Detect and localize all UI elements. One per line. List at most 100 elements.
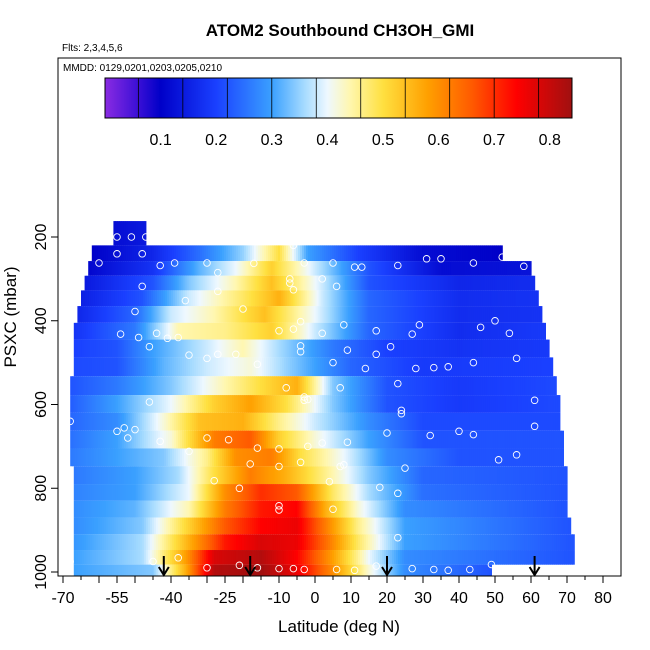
heatmap-cell bbox=[107, 550, 111, 565]
heatmap-cell bbox=[210, 261, 214, 276]
heatmap-cell bbox=[370, 275, 374, 291]
heatmap-cell bbox=[475, 448, 479, 467]
heatmap-cell bbox=[190, 430, 193, 449]
heatmap-cell bbox=[365, 306, 369, 323]
heatmap-cell bbox=[526, 261, 530, 276]
heatmap-cell bbox=[517, 466, 520, 485]
heatmap-cell bbox=[522, 534, 525, 551]
heatmap-cell bbox=[497, 500, 500, 518]
heatmap-cell bbox=[446, 534, 449, 551]
heatmap-cell bbox=[293, 500, 297, 518]
heatmap-cell bbox=[410, 550, 413, 565]
sample-point bbox=[131, 307, 139, 316]
heatmap-cell bbox=[361, 339, 364, 358]
heatmap-cell bbox=[280, 517, 283, 535]
heatmap-cell bbox=[190, 275, 194, 291]
heatmap-cell bbox=[470, 290, 473, 307]
heatmap-cell bbox=[130, 448, 133, 467]
heatmap-cell bbox=[151, 500, 155, 518]
heatmap-cell bbox=[448, 550, 451, 565]
heatmap-cell bbox=[519, 395, 523, 413]
heatmap-cell bbox=[285, 245, 289, 262]
heatmap-cell bbox=[487, 306, 491, 323]
heatmap-cell bbox=[171, 534, 175, 551]
heatmap-cell bbox=[146, 376, 149, 396]
heatmap-cell bbox=[370, 245, 373, 262]
heatmap-cell bbox=[203, 448, 207, 467]
heatmap-cell bbox=[475, 339, 478, 358]
heatmap-cell bbox=[445, 395, 449, 413]
heatmap-cell bbox=[405, 564, 409, 576]
heatmap-cell bbox=[462, 357, 466, 377]
heatmap-cell bbox=[497, 322, 501, 340]
heatmap-cell bbox=[143, 484, 147, 501]
heatmap-cell bbox=[436, 517, 439, 535]
heatmap-cell bbox=[249, 339, 253, 358]
heatmap-cell bbox=[261, 466, 265, 485]
heatmap-cell bbox=[220, 517, 223, 535]
heatmap-cell bbox=[310, 245, 313, 262]
heatmap-cell bbox=[433, 322, 437, 340]
heatmap-cell bbox=[344, 550, 347, 565]
heatmap-cell bbox=[161, 517, 165, 535]
heatmap-cell bbox=[516, 550, 519, 565]
heatmap-cell bbox=[362, 357, 365, 377]
heatmap-cell bbox=[382, 534, 385, 551]
heatmap-cell bbox=[433, 412, 437, 431]
heatmap-cell bbox=[416, 275, 420, 291]
flight-arrow bbox=[381, 556, 393, 577]
heatmap-cell bbox=[213, 448, 217, 467]
heatmap-cell bbox=[425, 564, 429, 576]
heatmap-cell bbox=[165, 550, 169, 565]
heatmap-cell bbox=[157, 306, 161, 323]
heatmap-cell bbox=[79, 564, 83, 576]
heatmap-cell bbox=[251, 245, 255, 262]
heatmap-cell bbox=[460, 357, 464, 377]
heatmap-cell bbox=[509, 339, 512, 358]
sample-point bbox=[134, 333, 143, 342]
heatmap-cell bbox=[73, 466, 77, 485]
sample-point bbox=[120, 424, 128, 432]
heatmap-cell bbox=[473, 484, 476, 501]
heatmap-cell bbox=[489, 500, 492, 518]
heatmap-cell bbox=[213, 466, 217, 485]
heatmap-cell bbox=[373, 322, 377, 340]
heatmap-cell bbox=[269, 484, 273, 501]
heatmap-cell bbox=[144, 290, 148, 307]
heatmap-cell bbox=[397, 484, 400, 501]
heatmap-cell bbox=[512, 534, 515, 551]
heatmap-cell bbox=[195, 564, 199, 576]
heatmap-cell bbox=[247, 448, 251, 467]
heatmap-cell bbox=[372, 275, 376, 291]
heatmap-cell bbox=[426, 534, 429, 551]
heatmap-cell bbox=[121, 306, 125, 323]
heatmap-cell bbox=[192, 448, 195, 467]
heatmap-cell bbox=[443, 500, 446, 518]
heatmap-cell bbox=[405, 430, 409, 449]
heatmap-cell bbox=[296, 290, 300, 307]
heatmap-cell bbox=[156, 395, 159, 413]
heatmap-cell bbox=[331, 412, 335, 431]
heatmap-cell bbox=[286, 412, 289, 431]
heatmap-cell bbox=[184, 290, 188, 307]
heatmap-cell bbox=[102, 448, 105, 467]
heatmap-cell bbox=[544, 376, 547, 396]
heatmap-cell bbox=[349, 484, 352, 501]
heatmap-cell bbox=[535, 322, 539, 340]
heatmap-cell bbox=[111, 245, 115, 262]
heatmap-cell bbox=[505, 306, 509, 323]
heatmap-cell bbox=[529, 306, 533, 323]
heatmap-cell bbox=[505, 466, 508, 485]
heatmap-cell bbox=[436, 357, 440, 377]
heatmap-cell bbox=[507, 500, 510, 518]
heatmap-cell bbox=[104, 430, 107, 449]
heatmap-cell bbox=[75, 534, 79, 551]
heatmap-cell bbox=[391, 466, 394, 485]
heatmap-cell bbox=[178, 448, 181, 467]
heatmap-cell bbox=[272, 261, 276, 276]
heatmap-cell bbox=[223, 466, 227, 485]
heatmap-cell bbox=[455, 395, 459, 413]
heatmap-cell bbox=[455, 322, 459, 340]
heatmap-cell bbox=[106, 448, 109, 467]
heatmap-cell bbox=[237, 448, 241, 467]
